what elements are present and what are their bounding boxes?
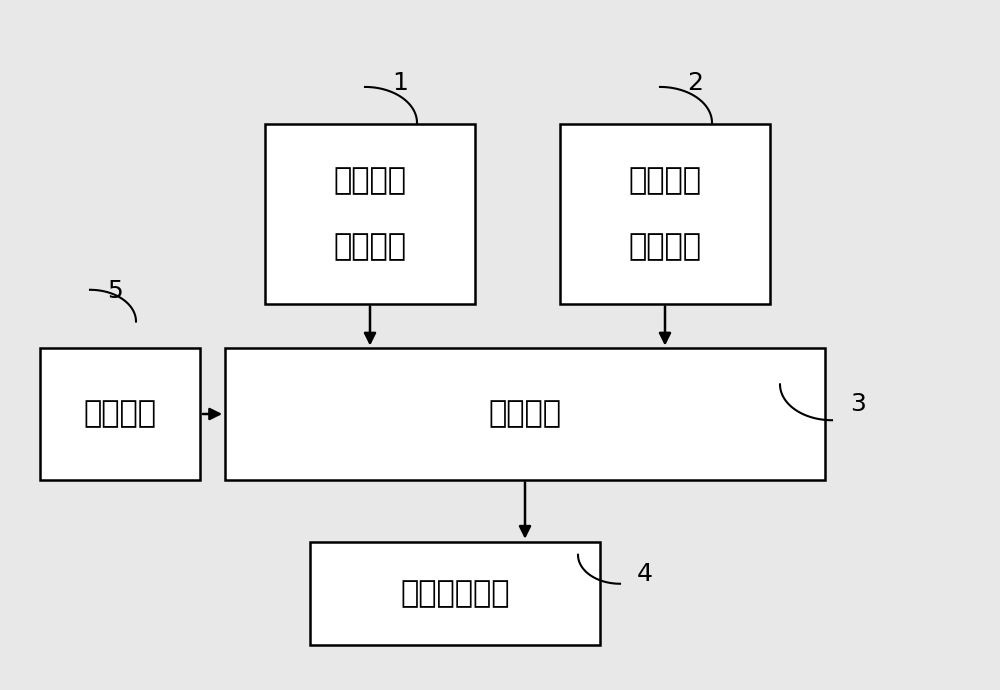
Text: 检测电路: 检测电路 (629, 233, 702, 262)
Text: 零序电压: 零序电压 (629, 166, 702, 195)
Text: 3: 3 (850, 392, 866, 415)
Text: 故障指示模块: 故障指示模块 (400, 579, 510, 608)
Bar (310, 542, 600, 645)
Text: 零序电流: 零序电流 (334, 166, 406, 195)
Bar (560, 124, 770, 304)
Text: 检测电路: 检测电路 (334, 233, 406, 262)
Text: 1: 1 (392, 71, 408, 95)
Text: 2: 2 (687, 71, 703, 95)
Bar (225, 348, 825, 480)
Text: 4: 4 (637, 562, 653, 586)
Bar (40, 348, 200, 480)
Bar (265, 124, 475, 304)
Text: 控制单元: 控制单元 (488, 400, 562, 428)
Text: 供电模块: 供电模块 (84, 400, 156, 428)
Text: 5: 5 (107, 279, 123, 303)
